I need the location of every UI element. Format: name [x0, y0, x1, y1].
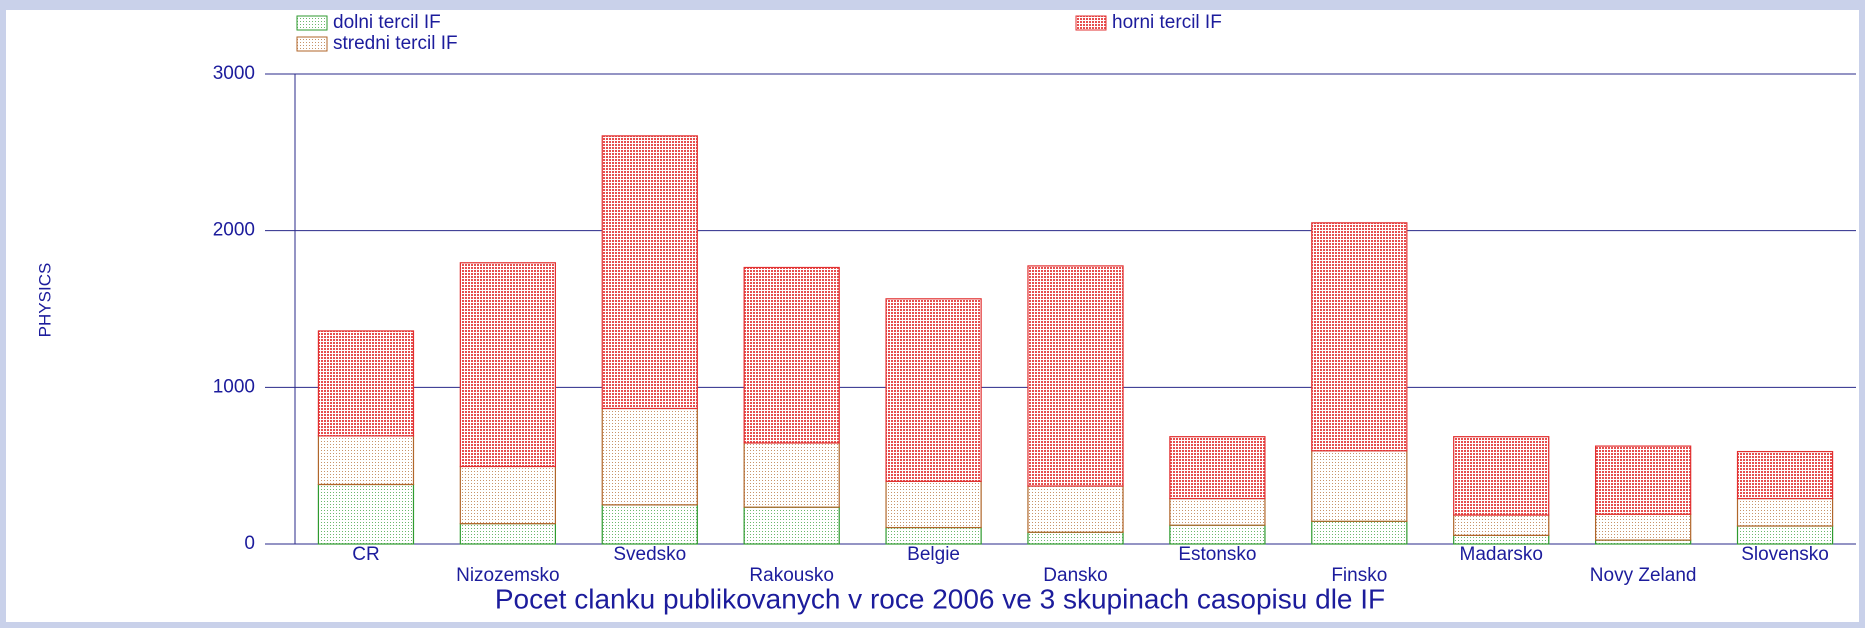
bar-segment: [743, 442, 840, 508]
bar-segment: [885, 526, 982, 545]
x-tick-label: CR: [352, 544, 379, 565]
bar-segment: [317, 330, 415, 437]
bar-segment: [317, 435, 415, 486]
y-tick-label: 1000: [213, 376, 255, 397]
legend-swatch: [296, 36, 328, 52]
x-tick-label: Estonsko: [1178, 544, 1256, 565]
bar-segment: [1027, 531, 1124, 545]
bar-segment: [601, 504, 698, 545]
x-tick-label: Novy Zeland: [1590, 565, 1697, 586]
bar-segment: [601, 407, 698, 506]
x-tick-label: Dansko: [1043, 565, 1107, 586]
x-tick-label: Finsko: [1331, 565, 1387, 586]
bar-segment: [1736, 450, 1834, 500]
legend-label: horni tercil IF: [1112, 12, 1222, 33]
x-tick-label: Svedsko: [613, 544, 686, 565]
legend-label: stredni tercil IF: [333, 33, 458, 54]
bar-segment: [885, 480, 982, 529]
x-tick-label: Nizozemsko: [456, 565, 559, 586]
bar-segment: [743, 266, 840, 444]
bar-segment: [1311, 520, 1408, 545]
bar-segment: [459, 523, 557, 545]
bar-segment: [601, 135, 698, 410]
bar-segment: [1736, 497, 1834, 527]
y-axis-label: PHYSICS: [35, 263, 54, 338]
bar-segment: [743, 506, 840, 545]
y-tick-label: 3000: [213, 63, 255, 84]
bar-segment: [1453, 534, 1550, 545]
chart-title: Pocet clanku publikovanych v roce 2006 v…: [495, 583, 1385, 614]
bar-segment: [1736, 525, 1834, 545]
bar-segment: [1453, 436, 1550, 516]
bar-segment: [1169, 497, 1266, 526]
bar-segment: [1027, 265, 1124, 487]
bar-segment: [1169, 524, 1266, 545]
y-tick-label: 2000: [213, 220, 255, 241]
bar-segment: [1027, 485, 1124, 533]
bar-segment: [1311, 222, 1408, 452]
bar-segment: [1311, 450, 1408, 522]
bar-segment: [1169, 436, 1266, 500]
legend-label: dolni tercil IF: [333, 12, 441, 33]
bar-segment: [459, 262, 557, 468]
bar-segment: [885, 298, 982, 482]
legend-swatch: [1075, 15, 1107, 31]
bar-segment: [459, 465, 557, 525]
bar-segment: [317, 483, 415, 545]
bar-segment: [1453, 514, 1550, 536]
x-tick-label: Madarsko: [1460, 544, 1543, 565]
x-tick-label: Slovensko: [1741, 544, 1829, 565]
x-tick-label: Belgie: [907, 544, 960, 565]
bar-segment: [1594, 513, 1692, 541]
y-tick-label: 0: [244, 533, 255, 554]
x-tick-label: Rakousko: [749, 565, 834, 586]
bar-segment: [1594, 445, 1692, 515]
legend-swatch: [296, 15, 328, 31]
